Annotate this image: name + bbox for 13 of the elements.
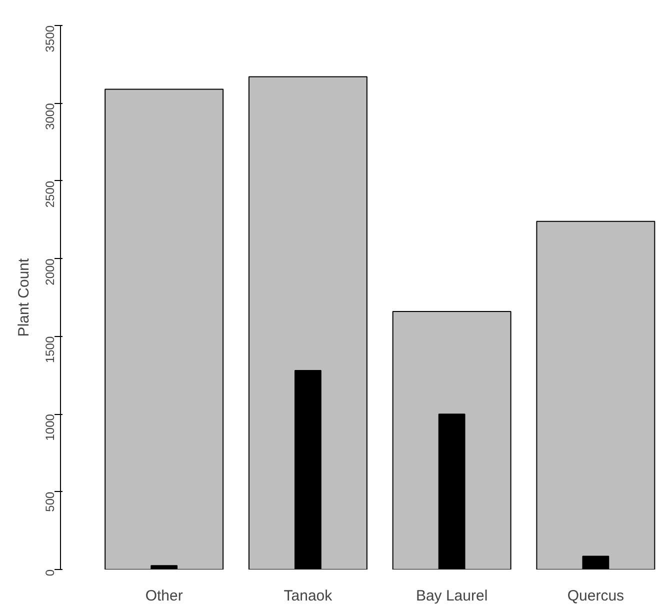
y-tick-label: 3500 — [43, 25, 57, 52]
y-tick-label: 1000 — [43, 414, 57, 441]
y-axis-title: Plant Count — [16, 257, 32, 337]
x-tick-label: Tanaok — [284, 588, 333, 604]
y-tick-label: 3000 — [43, 102, 57, 130]
x-tick-label: Bay Laurel — [416, 588, 488, 604]
y-tick-label: 2500 — [43, 180, 57, 208]
x-tick-label: Quercus — [567, 588, 624, 604]
x-tick-label: Other — [145, 588, 183, 604]
y-tick-label: 2000 — [43, 258, 57, 286]
y-tick-label: 1500 — [43, 336, 57, 364]
y-tick-label: 0 — [43, 569, 57, 576]
y-tick-label: 500 — [43, 491, 57, 512]
